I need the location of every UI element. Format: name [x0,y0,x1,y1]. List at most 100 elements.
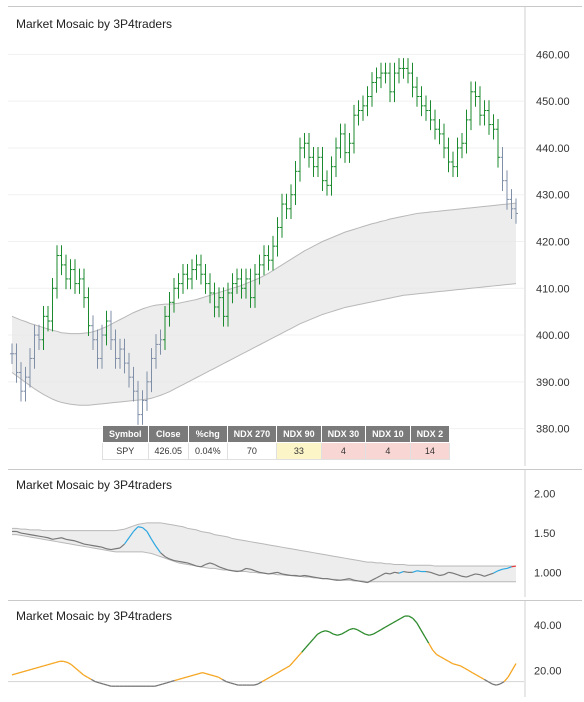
stats-cell-ndx-90: 33 [276,442,322,460]
ratio-line-segment [106,548,112,551]
ohlc-bar [424,95,428,121]
oscillator-line-segment [257,681,263,685]
ohlc-bar [248,268,253,308]
ohlc-bar [356,100,361,126]
band-upper-line [11,202,517,335]
ohlc-bar [257,254,262,285]
ohlc-bar [176,273,181,299]
stats-header-ndx-2: NDX 2 [409,425,451,443]
ohlc-bar [82,268,86,308]
oscillator-line-segment [321,630,326,633]
price-chart-svg[interactable]: 380.00390.00400.00410.00420.00430.00440.… [8,7,582,466]
ohlc-bar [316,147,320,177]
ohlc-bar [388,62,392,103]
ratio-line-segment [164,556,170,560]
stats-cell-ndx-30: 4 [320,442,367,460]
oscillator-line-segment [166,681,171,684]
oscillator-line-segment [353,627,358,631]
ohlc-bar [451,151,455,177]
stats-header-ndx-10: NDX 10 [365,425,411,443]
ohlc-bar [271,235,275,271]
ohlc-bar [190,259,194,290]
ratio-line-segment [65,538,71,541]
ratio-line-segment [79,541,85,545]
ratio-line-segment [182,561,188,564]
ohlc-bar [469,81,473,131]
oscillator-line-segment [214,675,219,678]
price-axis-tick-label: 410.00 [536,283,570,295]
ohlc-bar [514,198,518,224]
ratio-line-segment [403,570,409,573]
ohlc-bar [199,254,203,285]
oscillator-line-segment [71,664,76,669]
price-axis-tick-label: 430.00 [536,190,570,202]
ohlc-bar [325,170,329,196]
ohlc-bar [433,109,437,140]
oscillator-line-segment [47,662,52,666]
oscillator-line-segment [487,681,493,685]
ratio-chart-svg[interactable]: 2.00 1.50 1.000 [8,470,582,597]
ohlc-bar [23,366,28,402]
ohlc-bar [374,67,379,93]
oscillator-line-segment [63,660,68,664]
oscillator-chart-svg[interactable]: 40.00 20.00 [8,601,582,697]
oscillator-line-segment [452,662,457,666]
stats-header-close: Close [147,425,190,443]
ohlc-bar [352,104,356,154]
oscillator-line-segment [420,629,426,637]
oscillator-line-segment [376,629,382,633]
oscillator-line-segment [365,633,370,636]
oscillator-line-segment [483,678,489,683]
ohlc-bar [32,324,37,369]
ratio-line-segment [344,578,350,581]
ratio-line-segment [214,563,220,568]
ratio-line-segment [83,543,89,546]
ratio-line-segment [133,526,139,532]
oscillator-line-segment [253,683,259,686]
ohlc-bar [361,95,365,121]
ohlc-bar [338,123,343,159]
ohlc-bar [442,123,446,159]
ohlc-bar [244,268,248,299]
ohlc-bar [266,245,271,271]
oscillator-line-segment [305,642,311,649]
ratio-line-segment [493,570,499,574]
oscillator-line-segment [198,672,203,675]
band-lower-line [11,283,517,406]
oscillator-line-segment [333,633,338,636]
ohlc-bar [275,217,280,257]
oscillator-line-segment [210,674,215,677]
ohlc-bar [28,348,32,388]
ratio-line-segment [191,563,197,567]
ratio-line-segment [430,571,436,575]
ohlc-bar [154,334,158,369]
ohlc-bar [334,137,338,177]
oscillator-line-segment [83,674,88,678]
ohlc-bar [118,338,122,369]
ohlc-bar [478,86,482,126]
ohlc-bar [491,114,496,140]
ohlc-bar [113,329,118,369]
ohlc-bar [41,306,46,351]
oscillator-line-segment [479,676,485,680]
ratio-line-segment [178,560,184,563]
ratio-line-segment [56,537,62,540]
ratio-line-segment [353,579,359,582]
ohlc-bar [167,292,172,327]
ratio-line-segment [371,577,377,581]
ohlc-bar [158,329,163,355]
oscillator-line-segment [178,677,183,681]
oscillator-pane[interactable]: Market Mosaic by 3P4traders 40.00 20.00 [8,600,582,697]
ohlc-bar [455,137,460,177]
ratio-line-segment [349,578,355,581]
ohlc-bar [509,189,514,220]
price-pane[interactable]: Market Mosaic by 3P4traders 380.00 390.00… [8,6,582,466]
ratio-pane[interactable]: Market Mosaic by 3P4traders 2.00 1.50 1.00… [8,469,582,597]
ohlc-bar [73,259,77,294]
oscillator-line-segment [230,682,235,685]
oscillator-line-segment [103,683,108,686]
stats-cell-symbol: SPY [102,442,149,460]
oscillator-line-segment [206,673,211,676]
oscillator-line-segment [317,631,322,635]
oscillator-line-segment [75,667,80,672]
